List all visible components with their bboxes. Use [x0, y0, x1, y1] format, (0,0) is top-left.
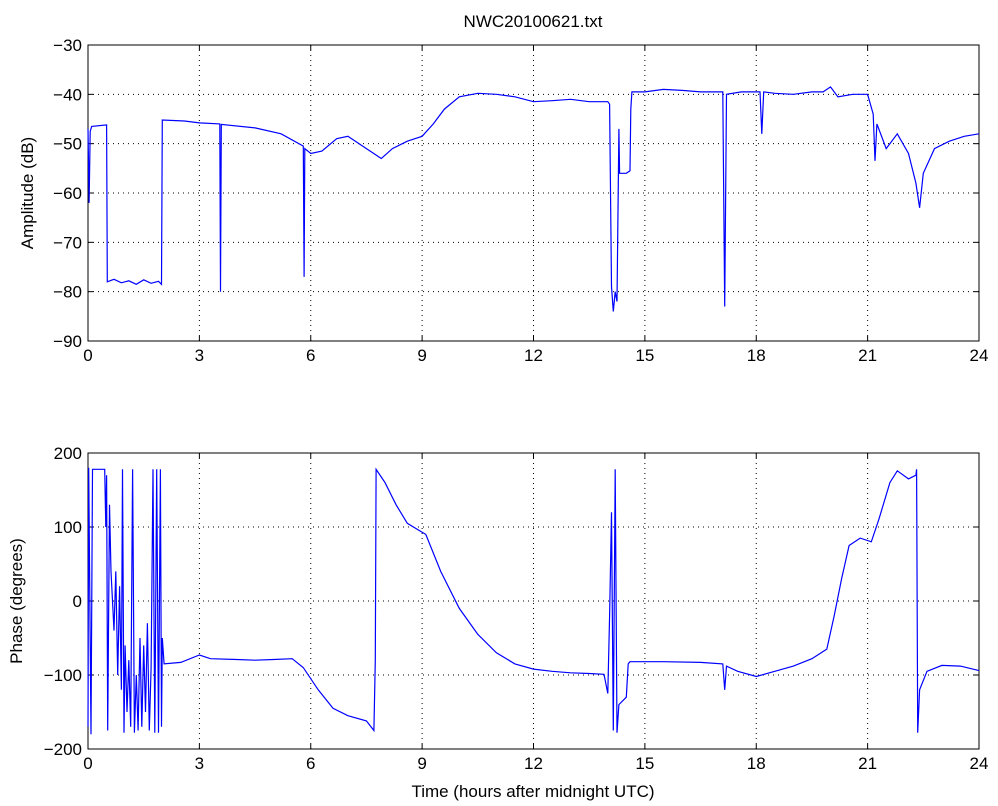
phase-panel: 0 3 6 9 12 15 18 21 24 −200 −100 0 100 200 Phase (deg… — [7, 444, 988, 801]
y-axis-label: Amplitude (dB) — [18, 137, 37, 249]
x-tick-label: 18 — [747, 754, 766, 773]
x-tick-label: 6 — [306, 346, 315, 365]
x-tick-label: 0 — [83, 346, 92, 365]
x-tick-label: 21 — [858, 754, 877, 773]
axis-ticks: 0 3 6 9 12 15 18 21 24 −200 −100 0 100 200 — [44, 444, 989, 773]
y-tick-label: 200 — [54, 444, 82, 463]
phase-series-line — [87, 467, 980, 735]
x-tick-label: 24 — [970, 346, 989, 365]
x-tick-label: 3 — [195, 346, 204, 365]
x-tick-label: 12 — [524, 754, 543, 773]
grid — [88, 45, 979, 341]
x-tick-label: 18 — [747, 346, 766, 365]
y-tick-label: −30 — [53, 36, 82, 55]
y-tick-label: 100 — [54, 518, 82, 537]
x-tick-label: 0 — [83, 754, 92, 773]
x-tick-label: 9 — [417, 346, 426, 365]
amplitude-series-line — [87, 86, 980, 312]
x-axis-label: Time (hours after midnight UTC) — [411, 782, 654, 801]
y-tick-label: −60 — [53, 184, 82, 203]
x-tick-label: 9 — [417, 754, 426, 773]
y-tick-label: −80 — [53, 283, 82, 302]
x-tick-label: 3 — [195, 754, 204, 773]
y-tick-label: −200 — [44, 740, 82, 759]
chart-title: NWC20100621.txt — [464, 12, 603, 31]
y-tick-label: −100 — [44, 666, 82, 685]
x-tick-label: 24 — [970, 754, 989, 773]
x-tick-label: 15 — [635, 754, 654, 773]
y-tick-label: 0 — [73, 592, 82, 611]
y-tick-label: −90 — [53, 332, 82, 351]
y-axis-label: Phase (degrees) — [7, 538, 26, 664]
y-tick-label: −50 — [53, 135, 82, 154]
grid — [88, 453, 979, 749]
y-tick-label: −40 — [53, 85, 82, 104]
amplitude-panel: 0 3 6 9 12 15 18 21 24 −90 −80 −70 −60 −50 −40 −30 Ampl… — [18, 36, 988, 365]
x-tick-label: 21 — [858, 346, 877, 365]
x-tick-label: 15 — [635, 346, 654, 365]
axis-ticks: 0 3 6 9 12 15 18 21 24 −90 −80 −70 −60 −50 −40 −30 — [53, 36, 988, 365]
y-tick-label: −70 — [53, 233, 82, 252]
x-tick-label: 12 — [524, 346, 543, 365]
x-tick-label: 6 — [306, 754, 315, 773]
